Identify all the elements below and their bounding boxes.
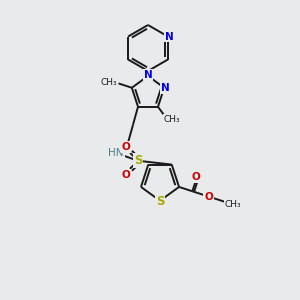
Text: S: S bbox=[156, 195, 164, 208]
Text: O: O bbox=[204, 191, 213, 202]
Text: N: N bbox=[144, 70, 152, 80]
Text: HN: HN bbox=[108, 148, 124, 158]
Text: N: N bbox=[164, 32, 173, 41]
Text: CH₃: CH₃ bbox=[101, 78, 117, 87]
Text: CH₃: CH₃ bbox=[225, 200, 242, 209]
Text: CH₃: CH₃ bbox=[164, 115, 180, 124]
Text: O: O bbox=[122, 142, 130, 152]
Text: N: N bbox=[161, 83, 170, 93]
Text: S: S bbox=[134, 154, 142, 167]
Text: O: O bbox=[192, 172, 200, 182]
Text: O: O bbox=[122, 170, 130, 180]
